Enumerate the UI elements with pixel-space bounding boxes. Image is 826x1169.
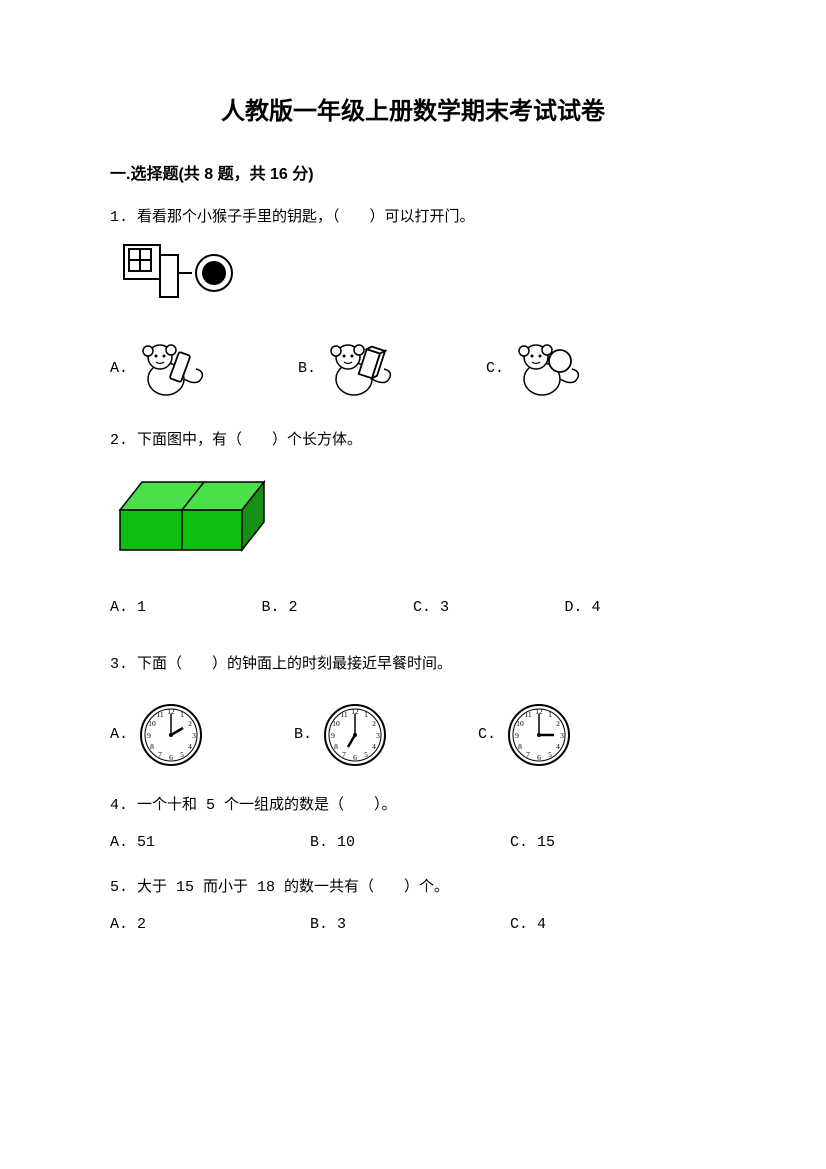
q3-options: A. 1212 345 678 91011 B. bbox=[110, 702, 716, 768]
q2-text: 2. 下面图中，有（ ）个长方体。 bbox=[110, 427, 716, 454]
q5-opt-b: B. 3 bbox=[310, 911, 510, 938]
q2-opt-a: A. 1 bbox=[110, 594, 262, 621]
q1-option-a: A. bbox=[110, 339, 208, 399]
q5-options: A. 2 B. 3 C. 4 bbox=[110, 911, 716, 938]
svg-text:5: 5 bbox=[364, 750, 368, 759]
svg-text:4: 4 bbox=[188, 742, 192, 751]
svg-text:1: 1 bbox=[548, 710, 552, 719]
svg-text:11: 11 bbox=[340, 710, 347, 719]
q3-option-c: C. 1212 345 678 91011 bbox=[478, 702, 572, 768]
clock-icon-b: 1212 345 678 91011 bbox=[322, 702, 388, 768]
q4-options: A. 51 B. 10 C. 15 bbox=[110, 829, 716, 856]
monkey-icon-c bbox=[514, 339, 584, 399]
q3-opt-a-label: A. bbox=[110, 721, 128, 748]
question-5: 5. 大于 15 而小于 18 的数一共有（ ）个。 A. 2 B. 3 C. … bbox=[110, 874, 716, 938]
question-4: 4. 一个十和 5 个一组成的数是（ ）。 A. 51 B. 10 C. 15 bbox=[110, 792, 716, 856]
svg-text:9: 9 bbox=[147, 731, 151, 740]
svg-text:6: 6 bbox=[353, 753, 357, 762]
svg-text:3: 3 bbox=[560, 731, 564, 740]
q4-opt-b: B. 10 bbox=[310, 829, 510, 856]
svg-text:3: 3 bbox=[376, 731, 380, 740]
svg-text:6: 6 bbox=[169, 753, 173, 762]
monkey-icon-a bbox=[138, 339, 208, 399]
svg-text:2: 2 bbox=[556, 719, 560, 728]
question-3: 3. 下面（ ）的钟面上的时刻最接近早餐时间。 A. 1212 345 678 … bbox=[110, 651, 716, 768]
svg-text:2: 2 bbox=[372, 719, 376, 728]
svg-text:1: 1 bbox=[364, 710, 368, 719]
svg-text:6: 6 bbox=[537, 753, 541, 762]
page-title: 人教版一年级上册数学期末考试试卷 bbox=[110, 90, 716, 133]
svg-text:5: 5 bbox=[180, 750, 184, 759]
svg-text:11: 11 bbox=[156, 710, 163, 719]
svg-text:8: 8 bbox=[518, 742, 522, 751]
svg-text:10: 10 bbox=[332, 719, 340, 728]
svg-text:7: 7 bbox=[526, 750, 530, 759]
q3-option-a: A. 1212 345 678 91011 bbox=[110, 702, 204, 768]
q2-opt-c: C. 3 bbox=[413, 594, 565, 621]
q2-opt-b: B. 2 bbox=[262, 594, 414, 621]
svg-text:9: 9 bbox=[331, 731, 335, 740]
question-2: 2. 下面图中，有（ ）个长方体。 A. 1 B. 2 C. 3 D. 4 bbox=[110, 427, 716, 621]
monkey-icon-b bbox=[326, 339, 396, 399]
q3-opt-b-label: B. bbox=[294, 721, 312, 748]
q4-opt-a: A. 51 bbox=[110, 829, 310, 856]
q1-opt-a-label: A. bbox=[110, 355, 128, 382]
q2-cuboid-image bbox=[114, 472, 716, 572]
svg-text:9: 9 bbox=[515, 731, 519, 740]
clock-icon-c: 1212 345 678 91011 bbox=[506, 702, 572, 768]
q4-text: 4. 一个十和 5 个一组成的数是（ ）。 bbox=[110, 792, 716, 819]
svg-text:1: 1 bbox=[180, 710, 184, 719]
svg-text:8: 8 bbox=[334, 742, 338, 751]
q3-opt-c-label: C. bbox=[478, 721, 496, 748]
svg-text:3: 3 bbox=[192, 731, 196, 740]
svg-text:2: 2 bbox=[188, 719, 192, 728]
q1-options: A. B. bbox=[110, 339, 716, 399]
clock-icon-a: 1212 345 678 91011 bbox=[138, 702, 204, 768]
q1-opt-c-label: C. bbox=[486, 355, 504, 382]
q5-opt-a: A. 2 bbox=[110, 911, 310, 938]
q5-text: 5. 大于 15 而小于 18 的数一共有（ ）个。 bbox=[110, 874, 716, 901]
svg-text:7: 7 bbox=[342, 750, 346, 759]
q4-opt-c: C. 15 bbox=[510, 829, 710, 856]
q1-text: 1. 看看那个小猴子手里的钥匙，（ ）可以打开门。 bbox=[110, 204, 716, 231]
svg-text:7: 7 bbox=[158, 750, 162, 759]
svg-text:8: 8 bbox=[150, 742, 154, 751]
q1-opt-b-label: B. bbox=[298, 355, 316, 382]
q3-text: 3. 下面（ ）的钟面上的时刻最接近早餐时间。 bbox=[110, 651, 716, 678]
q3-option-b: B. 1212 345 678 91011 bbox=[294, 702, 388, 768]
svg-text:10: 10 bbox=[148, 719, 156, 728]
q2-options: A. 1 B. 2 C. 3 D. 4 bbox=[110, 594, 716, 621]
svg-text:4: 4 bbox=[556, 742, 560, 751]
q5-opt-c: C. 4 bbox=[510, 911, 710, 938]
svg-text:4: 4 bbox=[372, 742, 376, 751]
q1-option-c: C. bbox=[486, 339, 584, 399]
question-1: 1. 看看那个小猴子手里的钥匙，（ ）可以打开门。 A. bbox=[110, 204, 716, 399]
q1-option-b: B. bbox=[298, 339, 396, 399]
svg-text:10: 10 bbox=[516, 719, 524, 728]
q2-opt-d: D. 4 bbox=[565, 594, 717, 621]
svg-text:5: 5 bbox=[548, 750, 552, 759]
section-1-header: 一.选择题(共 8 题，共 16 分) bbox=[110, 161, 716, 190]
svg-text:11: 11 bbox=[524, 710, 531, 719]
q1-door-image bbox=[122, 243, 716, 315]
